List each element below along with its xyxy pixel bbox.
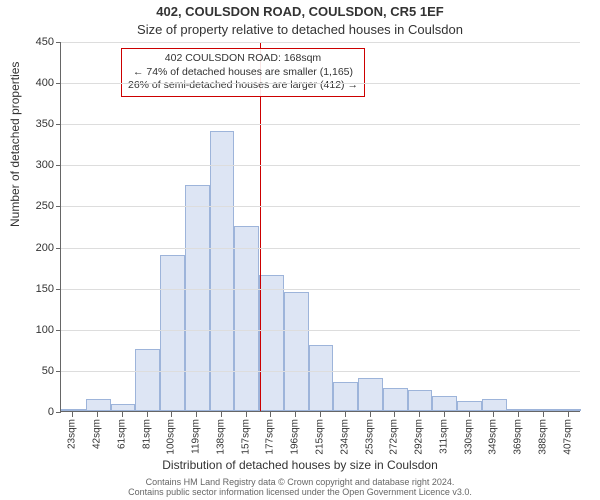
annotation-line2: ← 74% of detached houses are smaller (1,… <box>128 66 358 80</box>
plot-area: 402 COULSDON ROAD: 168sqm ← 74% of detac… <box>60 42 580 412</box>
x-tick-label: 234sqm <box>339 419 350 455</box>
histogram-bar <box>210 131 235 411</box>
x-tick-label: 196sqm <box>290 419 301 455</box>
x-tick-label: 292sqm <box>414 419 425 455</box>
histogram-bar <box>284 292 309 411</box>
x-tick-label: 119sqm <box>191 419 202 454</box>
footer-line1: Contains HM Land Registry data © Crown c… <box>0 477 600 487</box>
x-tick-label: 23sqm <box>67 419 78 449</box>
histogram-bar <box>259 275 284 411</box>
x-tick-label: 177sqm <box>265 419 276 455</box>
annotation-box: 402 COULSDON ROAD: 168sqm ← 74% of detac… <box>121 48 365 97</box>
footer-line2: Contains public sector information licen… <box>0 487 600 497</box>
histogram-bar <box>135 349 160 411</box>
histogram-bar <box>507 409 532 411</box>
x-tick-label: 138sqm <box>215 419 226 455</box>
histogram-bar <box>86 399 111 411</box>
x-tick-label: 253sqm <box>364 419 375 455</box>
histogram-bar <box>358 378 383 411</box>
x-tick-label: 388sqm <box>537 419 548 455</box>
y-tick-label: 250 <box>14 200 54 212</box>
histogram-bar <box>111 404 136 411</box>
x-tick-label: 100sqm <box>166 419 177 455</box>
x-tick-label: 311sqm <box>438 419 449 454</box>
histogram-bar <box>408 390 433 411</box>
annotation-line1: 402 COULSDON ROAD: 168sqm <box>128 52 358 66</box>
y-tick-label: 300 <box>14 159 54 171</box>
chart-title-address: 402, COULSDON ROAD, COULSDON, CR5 1EF <box>0 4 600 19</box>
y-tick-label: 0 <box>14 406 54 418</box>
x-tick-labels: 23sqm 42sqm 61sqm 81sqm 100sqm 119sqm 138sqm 15… <box>60 412 580 460</box>
x-tick-label: 157sqm <box>240 419 251 455</box>
y-tick-label: 400 <box>14 77 54 89</box>
histogram-bar <box>185 185 210 411</box>
histogram-bars <box>61 42 580 411</box>
footer-attribution: Contains HM Land Registry data © Crown c… <box>0 477 600 498</box>
x-tick-label: 215sqm <box>315 419 326 455</box>
x-axis-title: Distribution of detached houses by size … <box>0 458 600 472</box>
histogram-bar <box>457 401 482 411</box>
annotation-line3: 26% of semi-detached houses are larger (… <box>128 79 358 93</box>
histogram-bar <box>160 255 185 411</box>
x-tick-label: 407sqm <box>562 419 573 455</box>
histogram-bar <box>234 226 259 411</box>
histogram-bar <box>383 388 408 411</box>
histogram-bar <box>333 382 358 411</box>
reference-line <box>260 42 261 411</box>
x-tick-label: 330sqm <box>463 419 474 455</box>
histogram-bar <box>309 345 334 411</box>
histogram-bar <box>531 409 556 411</box>
y-tick-label: 50 <box>14 365 54 377</box>
chart-title-subtitle: Size of property relative to detached ho… <box>0 22 600 37</box>
y-tick-label: 200 <box>14 242 54 254</box>
histogram-bar <box>432 396 457 411</box>
x-tick-label: 61sqm <box>116 419 127 449</box>
histogram-bar <box>556 409 581 411</box>
y-tick-label: 350 <box>14 118 54 130</box>
histogram-bar <box>61 409 86 411</box>
x-tick-label: 272sqm <box>389 419 400 455</box>
x-tick-label: 369sqm <box>513 419 524 455</box>
chart-container: 402, COULSDON ROAD, COULSDON, CR5 1EF Si… <box>0 0 600 500</box>
y-tick-label: 150 <box>14 283 54 295</box>
y-tick-label: 100 <box>14 324 54 336</box>
histogram-bar <box>482 399 507 411</box>
x-tick-label: 81sqm <box>141 419 152 449</box>
x-tick-label: 349sqm <box>488 419 499 455</box>
y-tick-label: 450 <box>14 36 54 48</box>
x-tick-label: 42sqm <box>92 419 103 449</box>
y-tick-labels: 050100150200250300350400450 <box>0 42 56 412</box>
